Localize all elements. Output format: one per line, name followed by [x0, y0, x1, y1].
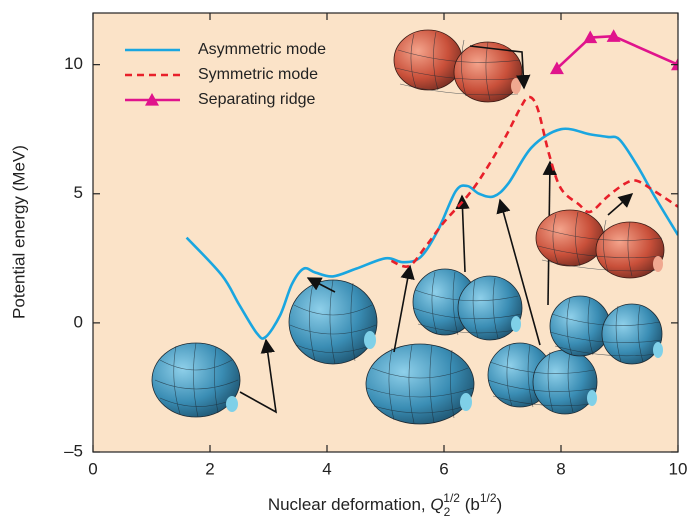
legend-label: Asymmetric mode [198, 41, 326, 58]
x-axis-label-part: Nuclear deformation, [268, 495, 431, 514]
x-axis-label-part: 1/2 [443, 491, 460, 505]
x-axis-label-part: 2 [444, 505, 451, 519]
x-axis-label-part: Q [430, 495, 443, 514]
x-axis-label-part: ) [497, 495, 503, 514]
shape [289, 280, 377, 364]
x-tick-label: 8 [556, 459, 565, 478]
y-axis-label: Potential energy (MeV) [9, 145, 28, 319]
y-tick-label: 10 [64, 54, 83, 73]
x-axis-label-part: (b [460, 495, 480, 514]
x-tick-label: 6 [439, 459, 448, 478]
shape [366, 344, 474, 424]
x-tick-label: 10 [669, 459, 688, 478]
legend-label: Separating ridge [198, 91, 316, 108]
x-tick-label: 2 [205, 459, 214, 478]
shape [152, 343, 240, 417]
y-tick-label: 0 [74, 312, 83, 331]
x-axis-label: Nuclear deformation, Q21/2 (b1/2) [268, 491, 502, 519]
x-axis-label-part: 1/2 [480, 491, 497, 505]
y-tick-label: 5 [74, 183, 83, 202]
chart: Asymmetric mode Symmetric mode Separating … [0, 0, 690, 521]
y-tick-label: –5 [64, 441, 83, 460]
legend-label: Symmetric mode [198, 66, 318, 83]
x-tick-label: 0 [88, 459, 97, 478]
x-tick-label: 4 [322, 459, 331, 478]
shape [413, 269, 522, 340]
